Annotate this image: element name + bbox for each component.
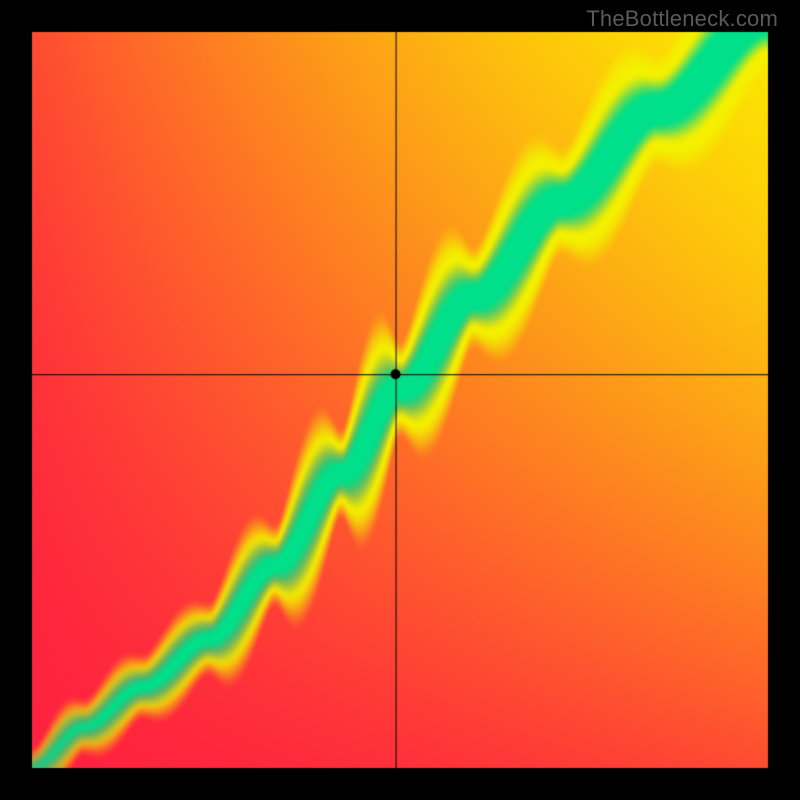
watermark-text: TheBottleneck.com [586,6,778,32]
chart-container: TheBottleneck.com [0,0,800,800]
heatmap-canvas [0,0,800,800]
